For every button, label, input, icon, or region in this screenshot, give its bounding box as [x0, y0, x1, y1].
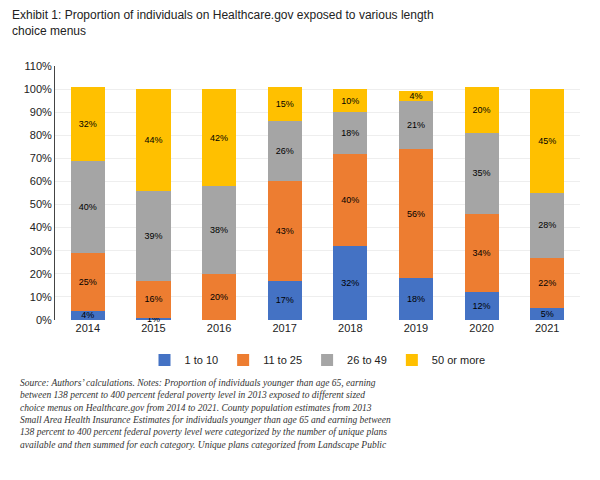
- svg-text:2016: 2016: [207, 322, 231, 334]
- svg-text:22%: 22%: [538, 278, 556, 288]
- svg-text:70%: 70%: [30, 152, 52, 164]
- svg-text:11 to 25: 11 to 25: [263, 354, 302, 366]
- svg-text:15%: 15%: [276, 99, 294, 109]
- svg-text:20%: 20%: [30, 268, 52, 280]
- svg-text:16%: 16%: [144, 294, 162, 304]
- svg-text:5%: 5%: [541, 309, 554, 319]
- svg-text:56%: 56%: [407, 209, 425, 219]
- svg-text:1 to 10: 1 to 10: [185, 354, 219, 366]
- svg-text:20%: 20%: [473, 105, 491, 115]
- svg-text:60%: 60%: [30, 175, 52, 187]
- svg-text:100%: 100%: [24, 83, 52, 95]
- svg-text:4%: 4%: [409, 91, 422, 101]
- svg-text:2018: 2018: [338, 322, 362, 334]
- svg-text:18%: 18%: [341, 128, 359, 138]
- svg-text:26%: 26%: [276, 146, 294, 156]
- svg-text:2015: 2015: [141, 322, 165, 334]
- svg-text:35%: 35%: [473, 168, 491, 178]
- svg-text:110%: 110%: [24, 60, 52, 72]
- svg-text:44%: 44%: [144, 135, 162, 145]
- svg-text:40%: 40%: [79, 202, 97, 212]
- svg-text:18%: 18%: [407, 294, 425, 304]
- svg-text:32%: 32%: [79, 119, 97, 129]
- svg-text:42%: 42%: [210, 133, 228, 143]
- svg-text:45%: 45%: [538, 136, 556, 146]
- svg-text:43%: 43%: [276, 226, 294, 236]
- svg-text:40%: 40%: [30, 221, 52, 233]
- svg-text:0%: 0%: [36, 314, 52, 326]
- svg-text:17%: 17%: [276, 295, 294, 305]
- svg-text:2021: 2021: [535, 322, 559, 334]
- svg-text:20%: 20%: [210, 292, 228, 302]
- svg-text:32%: 32%: [341, 278, 359, 288]
- svg-text:40%: 40%: [341, 195, 359, 205]
- svg-text:38%: 38%: [210, 225, 228, 235]
- svg-text:1%: 1%: [147, 314, 160, 324]
- svg-text:2019: 2019: [404, 322, 428, 334]
- svg-text:2020: 2020: [469, 322, 493, 334]
- svg-text:30%: 30%: [30, 245, 52, 257]
- svg-text:Exhibit 1: Proportion of indiv: Exhibit 1: Proportion of individuals on …: [12, 8, 434, 38]
- svg-text:Source: Authors’ calculations.: Source: Authors’ calculations. Notes: Pr…: [20, 378, 391, 450]
- svg-text:90%: 90%: [30, 106, 52, 118]
- svg-text:10%: 10%: [30, 291, 52, 303]
- svg-text:39%: 39%: [144, 231, 162, 241]
- svg-text:2017: 2017: [272, 322, 296, 334]
- svg-text:28%: 28%: [538, 220, 556, 230]
- svg-text:10%: 10%: [341, 96, 359, 106]
- svg-text:80%: 80%: [30, 129, 52, 141]
- svg-text:26 to 49: 26 to 49: [347, 354, 387, 366]
- svg-text:34%: 34%: [473, 248, 491, 258]
- svg-text:2014: 2014: [76, 322, 100, 334]
- svg-text:21%: 21%: [407, 120, 425, 130]
- svg-text:50%: 50%: [30, 198, 52, 210]
- svg-text:50 or more: 50 or more: [432, 354, 485, 366]
- svg-text:25%: 25%: [79, 277, 97, 287]
- svg-text:4%: 4%: [81, 310, 94, 320]
- svg-text:12%: 12%: [473, 301, 491, 311]
